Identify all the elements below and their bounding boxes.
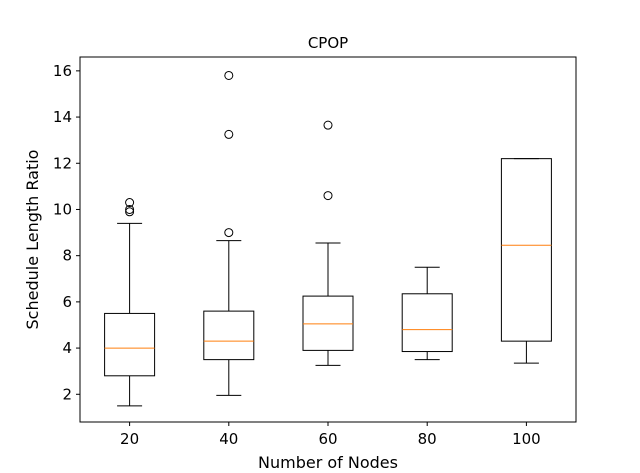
x-tick-label: 100 (512, 430, 541, 448)
outlier-point (125, 198, 135, 208)
y-axis-ticks: 2 4 6 8 10 12 14 16 (53, 62, 80, 403)
box-plot-60 (302, 120, 354, 366)
outlier-point (125, 207, 135, 217)
y-tick-label: 6 (62, 293, 72, 311)
box-plot-80 (401, 266, 453, 361)
y-tick-label: 12 (53, 154, 72, 172)
x-tick-label: 80 (418, 430, 437, 448)
x-tick-label: 20 (120, 430, 139, 448)
x-axis-label: Number of Nodes (258, 453, 398, 472)
iqr-box (302, 295, 354, 351)
y-tick-label: 8 (62, 247, 72, 265)
iqr-box (203, 310, 255, 361)
x-tick-label: 60 (318, 430, 337, 448)
y-tick-label: 16 (53, 62, 72, 80)
y-tick-label: 14 (53, 108, 72, 126)
x-tick-label: 40 (219, 430, 238, 448)
y-tick-label: 4 (62, 339, 72, 357)
y-tick-label: 2 (62, 385, 72, 403)
iqr-box (401, 293, 453, 353)
outlier-point (323, 191, 333, 201)
box-plot-40 (203, 70, 255, 396)
iqr-box (104, 312, 156, 377)
outlier-point (224, 228, 234, 238)
x-axis-ticks: 20 40 60 80 100 (120, 422, 541, 448)
chart-title: CPOP (308, 34, 348, 52)
box-plot-100 (500, 158, 552, 364)
y-axis-label: Schedule Length Ratio (23, 150, 42, 330)
outlier-point (224, 129, 234, 139)
box-plot-20 (104, 198, 156, 407)
y-tick-label: 10 (53, 200, 72, 218)
outlier-point (125, 204, 135, 214)
box-plots (104, 70, 552, 407)
outlier-point (323, 120, 333, 130)
outlier-point (224, 70, 234, 80)
iqr-box (500, 158, 552, 342)
